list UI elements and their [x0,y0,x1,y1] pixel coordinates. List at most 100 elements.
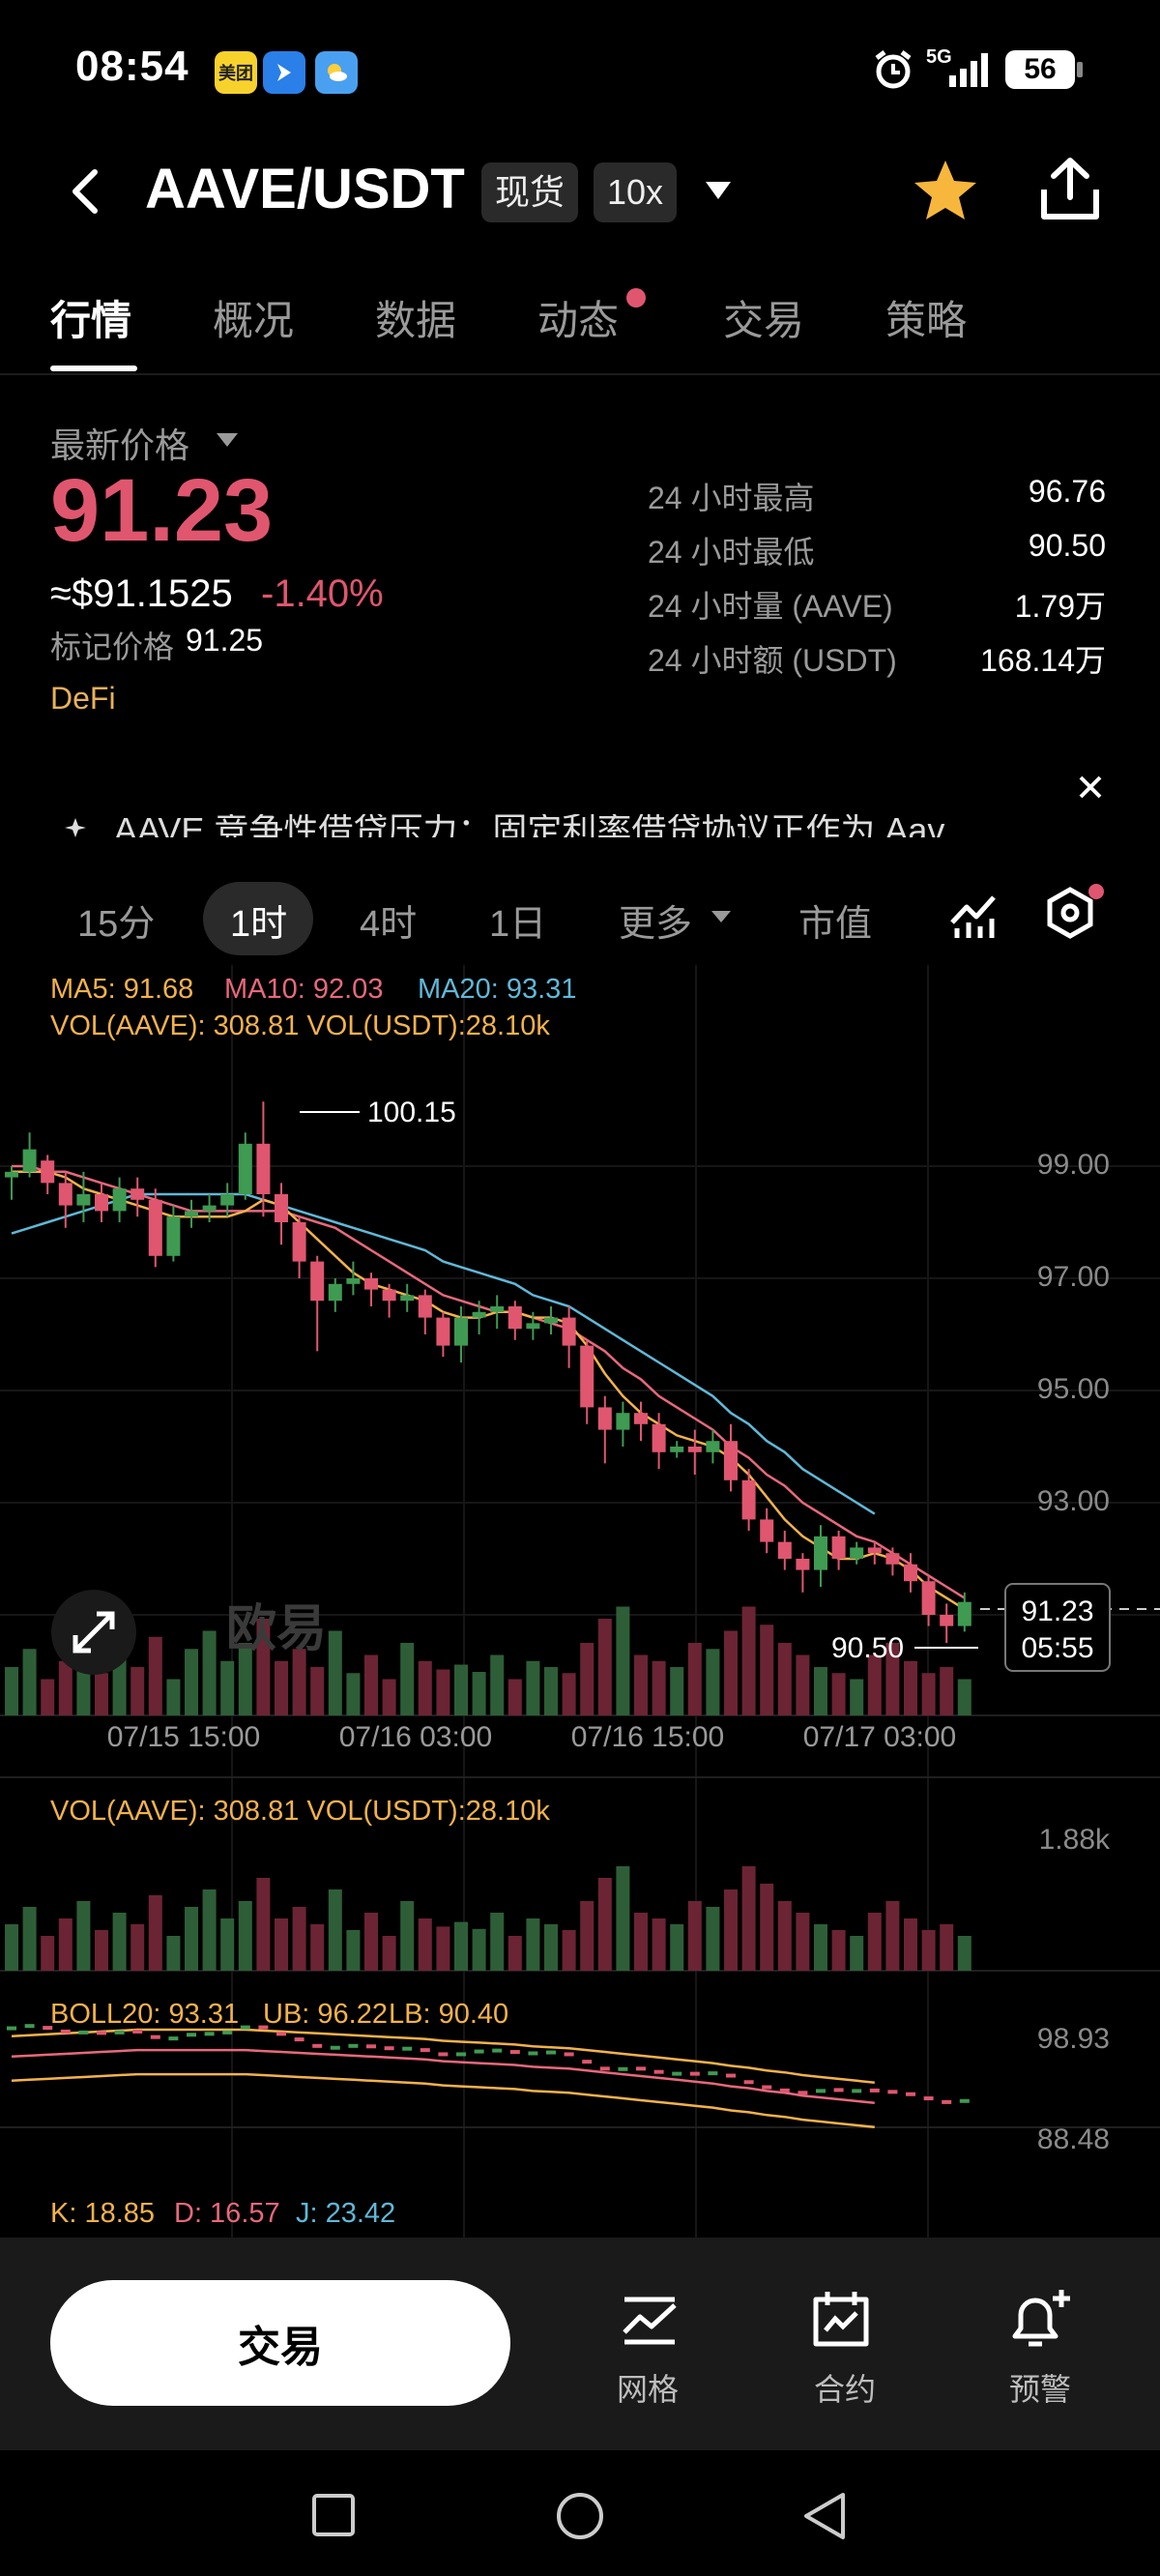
share-icon[interactable] [1038,155,1102,227]
kline-chart[interactable]: MA5: 91.68 MA10: 92.03 MA20: 93.31 VOL(A… [0,965,1160,2238]
candle-body-4 [76,1194,91,1206]
candle-body-51 [921,1581,936,1615]
candle-body-29 [526,1323,540,1330]
sparkle-icon [62,814,97,842]
header-divider [0,373,1160,375]
sub-volume-bar-1 [22,1907,37,1971]
ma5-legend: MA5: 91.68 [50,974,193,1005]
market-cap-toggle[interactable]: 市值 [798,904,873,945]
sub-volume-bar-43 [777,1901,792,1971]
market-type-chip[interactable]: 现货 [481,162,579,222]
contract-tool-label[interactable]: 合约 [814,2372,877,2407]
sub-volume-bar-39 [706,1907,720,1971]
alarm-icon [872,48,914,96]
grid-tool[interactable] [611,2292,688,2355]
more-dropdown-icon[interactable] [710,909,733,929]
high-marker: 100.15 [367,1097,456,1128]
volume-bar-25 [454,1664,468,1715]
boll-upper-line [11,2028,875,2084]
candle-body-12 [220,1194,235,1206]
volume-bar-36 [652,1660,666,1715]
feed-notification-dot [626,288,646,307]
interval-more[interactable]: 更多 [619,904,693,945]
tab-data[interactable]: 数据 [375,298,457,343]
indicator-chart-icon[interactable] [949,890,998,945]
news-ticker[interactable]: AAVE 竞争性借贷压力：固定利率借贷协议正作为 Aav [114,814,1081,837]
volume-bar-27 [490,1654,505,1715]
volume-legend: VOL(AAVE): 308.81 VOL(USDT):28.10k [50,1010,550,1041]
sub-volume-bar-47 [850,1936,864,1971]
volume-bar-2 [41,1679,55,1715]
tab-trade[interactable]: 交易 [723,298,805,343]
back-button[interactable] [62,162,108,225]
chart-settings-icon[interactable] [1044,886,1096,945]
sub-volume-bar-7 [130,1924,145,1971]
sub-volume-bar-18 [328,1889,342,1971]
sub-volume-bar-34 [616,1866,630,1971]
contract-tool[interactable] [808,2288,874,2356]
volume-bar-28 [508,1679,522,1715]
price-type-dropdown-icon[interactable] [215,431,240,454]
sub-volume-bar-26 [472,1928,486,1971]
volume-bar-5 [95,1673,108,1715]
volume-bar-30 [544,1667,558,1715]
boll-candle-34 [618,2066,628,2071]
sub-volume-bar-37 [670,1924,684,1971]
volume-bar-45 [814,1667,827,1715]
boll-candle-50 [906,2092,915,2096]
interval-1d[interactable]: 1日 [489,904,547,945]
tab-feed[interactable]: 动态 [537,298,620,343]
pair-title[interactable]: AAVE/USDT [145,158,465,220]
sub-volume-bar-12 [220,1918,235,1971]
boll-candle-13 [240,2025,250,2030]
alert-tool[interactable] [1005,2286,1073,2356]
volume-bar-22 [400,1643,415,1715]
status-time: 08:54 [75,43,189,90]
sub-volume-bar-35 [634,1913,648,1971]
back-nav-icon[interactable] [800,2491,849,2546]
messenger-app-icon [263,51,305,94]
boll-candle-31 [564,2052,574,2057]
volume-bar-24 [436,1669,450,1715]
candle-body-9 [166,1216,181,1256]
mark-price-label: 标记价格 [50,629,175,664]
ma10-line [12,1164,966,1599]
interval-1h[interactable]: 1时 [230,904,288,945]
close-news-icon[interactable] [1077,774,1104,805]
candle-body-46 [831,1536,846,1559]
last-price-label[interactable]: 最新价格 [50,425,190,465]
grid-tool-label[interactable]: 网格 [617,2372,680,2407]
sub-volume-bar-6 [112,1913,127,1971]
home-icon[interactable] [555,2491,605,2546]
candle-body-28 [508,1306,522,1330]
system-nav-bar [0,2450,1160,2576]
tab-overview[interactable]: 概况 [213,298,295,343]
boll-candle-6 [114,2030,125,2034]
candle-body-13 [238,1143,252,1194]
sub-volume-bar-10 [185,1907,198,1971]
boll-lb: LB: 90.40 [389,1999,508,2030]
candle-body-53 [957,1601,972,1626]
y-tick-97: 97.00 [1037,1261,1110,1293]
volume-bar-48 [867,1654,882,1715]
tab-market[interactable]: 行情 [50,298,132,343]
boll-candle-27 [492,2048,503,2053]
ma10-legend: MA10: 92.03 [224,974,383,1005]
ma5-line [12,1170,966,1611]
leverage-chip[interactable]: 10x [594,162,678,222]
alert-tool-label[interactable]: 预警 [1009,2372,1072,2407]
meituan-app-icon: 美团 [215,51,257,94]
favorite-star-icon[interactable] [913,159,978,227]
volume-bar-14 [256,1619,271,1715]
trade-button[interactable]: 交易 [50,2280,510,2406]
interval-15m[interactable]: 15分 [77,904,156,945]
recents-icon[interactable] [311,2493,356,2542]
sub-volume-bar-30 [544,1924,558,1971]
pair-dropdown-icon[interactable] [704,180,733,206]
category-tag[interactable]: DeFi [50,681,116,716]
interval-4h[interactable]: 4时 [360,904,418,945]
y-tick-93: 93.00 [1037,1485,1110,1517]
boll-candle-33 [599,2066,610,2071]
tab-strategy[interactable]: 策略 [885,298,968,343]
grid-chart-icon [623,2297,677,2345]
